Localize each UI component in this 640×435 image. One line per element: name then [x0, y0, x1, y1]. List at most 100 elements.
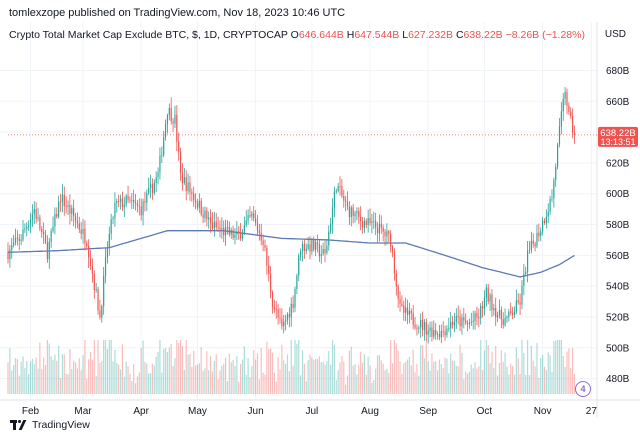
candle-body — [399, 298, 401, 304]
candle-body — [420, 319, 422, 328]
candle-body — [433, 330, 435, 337]
candle-body — [326, 245, 328, 254]
volume-bar — [163, 349, 165, 394]
open-value: 646.644B — [298, 29, 344, 41]
candle-body — [390, 233, 392, 247]
volume-bar — [573, 373, 576, 394]
x-tick-label: Oct — [477, 406, 493, 417]
candle-body — [320, 254, 322, 257]
volume-bar — [18, 375, 20, 394]
candle-body — [540, 231, 542, 237]
candle-body — [270, 273, 272, 293]
volume-bar — [517, 358, 519, 394]
volume-bar — [489, 363, 491, 394]
volume-bar — [118, 364, 120, 394]
volume-bar — [230, 362, 232, 394]
volume-bar — [425, 340, 427, 394]
volume-bar — [63, 354, 65, 394]
volume-bar — [322, 361, 324, 394]
volume-bar — [138, 372, 140, 394]
footer-brand[interactable]: TradingView — [32, 419, 90, 431]
volume-bar — [41, 368, 43, 394]
volume-bar — [352, 365, 354, 394]
candle-body — [206, 210, 208, 220]
candle-body — [80, 229, 82, 234]
volume-bar — [16, 359, 18, 394]
y-tick-label: 620B — [606, 158, 630, 169]
candle-body — [427, 331, 429, 335]
volume-bar — [258, 379, 260, 394]
volume-bar — [86, 378, 88, 394]
volume-bar — [286, 354, 289, 394]
candle-body — [515, 300, 517, 312]
volume-bar — [358, 364, 360, 394]
candle-body — [431, 327, 433, 337]
candle-body — [185, 177, 187, 192]
candle-body — [549, 198, 551, 212]
publisher-line: tomlexzope published on TradingView.com,… — [9, 7, 346, 19]
candle-body — [487, 287, 489, 302]
symbol-title[interactable]: Crypto Total Market Cap Exclude BTC, $, … — [9, 29, 288, 41]
volume-bar — [48, 343, 50, 394]
candle-body — [376, 227, 379, 234]
candle-body — [521, 285, 523, 305]
candle-body — [536, 232, 538, 247]
events-badge[interactable]: 4 — [575, 381, 591, 397]
volume-bar — [572, 347, 574, 394]
candle-body — [562, 98, 564, 112]
volume-bar — [390, 340, 392, 394]
volume-bar — [480, 340, 482, 394]
currency-label[interactable]: USD — [604, 29, 626, 40]
volume-bar — [356, 374, 358, 394]
candle-body — [33, 209, 35, 214]
y-tick-label: 660B — [606, 97, 630, 108]
candle-body — [384, 231, 386, 237]
candle-body — [324, 249, 326, 254]
candle-body — [239, 232, 242, 239]
volume-bar — [450, 353, 452, 394]
volume-bar — [547, 352, 549, 394]
candle-body — [288, 313, 290, 318]
candle-body — [273, 307, 275, 310]
volume-bar — [204, 368, 206, 394]
time-axis[interactable]: Feb Mar Apr May Jun Jul Aug Sep Oct Nov 27 — [22, 406, 597, 417]
candle-body — [343, 196, 345, 201]
tradingview-logo-icon[interactable] — [10, 420, 33, 430]
candle-body — [140, 206, 142, 216]
volume-bar — [526, 340, 529, 394]
volume-bar — [313, 359, 315, 394]
volume-bar — [388, 373, 390, 394]
volume-bar — [84, 340, 86, 394]
price-axis[interactable]: 680B660B640B620B600B580B560B540B520B500B… — [0, 22, 640, 417]
y-tick-label: 520B — [606, 312, 630, 323]
price-chart[interactable]: 680B660B640B620B600B580B560B540B520B500B… — [0, 22, 640, 417]
volume-bar — [283, 360, 285, 394]
candle-body — [572, 116, 574, 133]
candle-body — [444, 331, 446, 336]
candle-body — [414, 324, 416, 328]
volume-bar — [318, 356, 320, 394]
candle-body — [134, 202, 137, 204]
volume-bar — [506, 366, 508, 394]
candle-body — [495, 308, 497, 318]
volume-bar — [95, 375, 97, 394]
volume-bar — [508, 374, 510, 394]
candle-body — [358, 211, 360, 217]
candle-body — [138, 205, 140, 207]
volume-bar — [13, 364, 15, 394]
candle-body — [110, 219, 112, 234]
y-tick-label: 580B — [606, 220, 630, 231]
volume-bar — [346, 375, 349, 394]
candle-body — [489, 294, 491, 302]
volume-bar — [67, 374, 69, 394]
candle-body — [311, 240, 313, 252]
volume-bar — [44, 365, 47, 394]
candle-body — [20, 239, 22, 241]
volume-bar — [298, 340, 300, 394]
volume-bar — [176, 340, 178, 394]
candle-body — [405, 307, 407, 313]
candle-body — [472, 320, 474, 322]
candle-body — [395, 273, 397, 287]
candle-body — [523, 273, 525, 286]
x-tick-label: 27 — [586, 406, 598, 417]
